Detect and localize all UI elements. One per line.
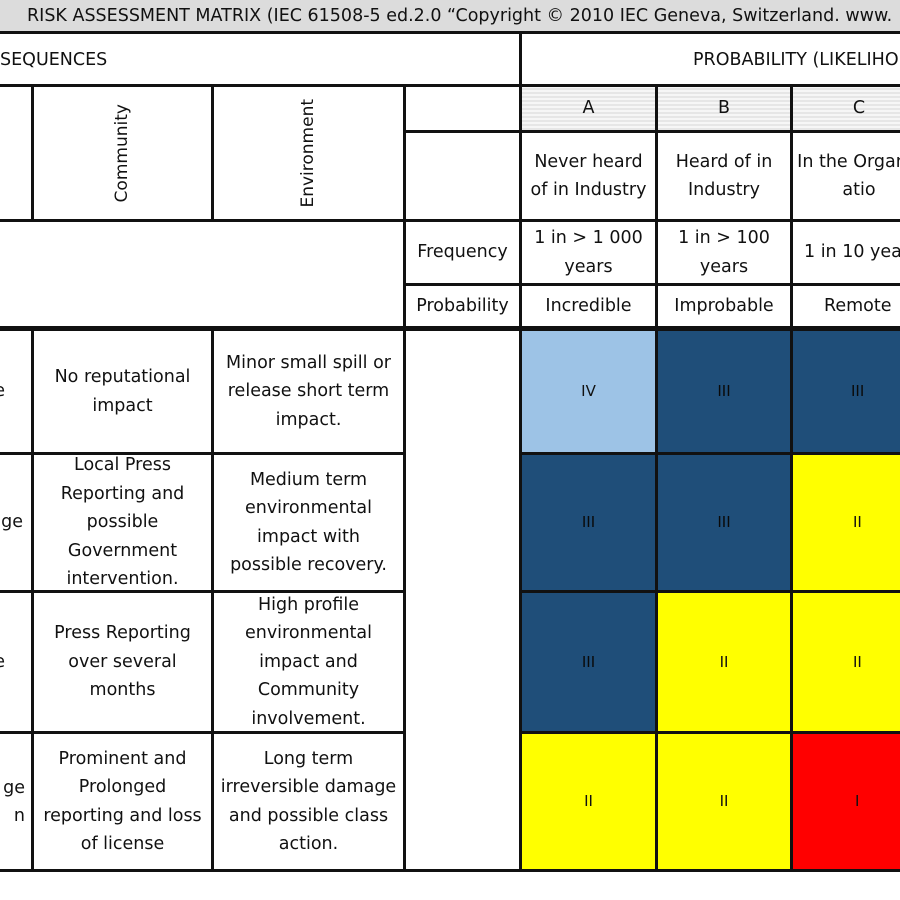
- row-1-left-fragment: e: [0, 331, 31, 452]
- grid-line: [519, 731, 900, 734]
- row-4-left-fragment: ge n: [0, 734, 31, 869]
- column-description-a: Never heard of in Industry: [530, 151, 647, 201]
- probability-a: Incredible: [545, 295, 632, 316]
- column-description-c: In the Organisatio: [797, 151, 900, 201]
- grid-line: [403, 283, 900, 286]
- column-letter-c: C: [793, 87, 900, 130]
- column-letter-a: A: [522, 87, 655, 130]
- probability-label: Probability: [416, 295, 509, 316]
- grid-line: [519, 590, 900, 593]
- blank-header-cell: [406, 87, 519, 219]
- row-2-left-fragment: ge: [1, 512, 23, 533]
- frequency-spacer: [0, 222, 403, 326]
- grid-line: [0, 731, 403, 734]
- row-4-community: Prominent and Prolonged reporting and lo…: [43, 748, 202, 855]
- probability-c: Remote: [824, 295, 892, 316]
- row-4-left-fragment-text: ge n: [3, 777, 25, 826]
- grid-line: [0, 219, 900, 222]
- probability-header: PROBABILITY (LIKELIHO: [522, 37, 900, 84]
- grid-line: [211, 326, 214, 872]
- frequency-label: Frequency: [417, 242, 508, 263]
- row-4-environment: Long term irreversible damage and possib…: [220, 748, 397, 855]
- risk-cell-1b: III: [658, 331, 790, 452]
- risk-cell-2b: III: [658, 455, 790, 590]
- grid-line: [403, 130, 900, 133]
- risk-cell-2c: II: [793, 455, 900, 590]
- row-1-environment: Minor small spill or release short term …: [226, 352, 391, 430]
- row-3-environment: High profile environmental impact and Co…: [244, 594, 373, 729]
- column-description-b: Heard of in Industry: [675, 151, 773, 201]
- risk-cell-4a: II: [522, 734, 655, 869]
- community-header-label: Community: [112, 103, 133, 203]
- row-3-community: Press Reporting over several months: [54, 623, 191, 701]
- grid-line: [211, 84, 214, 222]
- risk-cell-4b: II: [658, 734, 790, 869]
- community-header: Community: [34, 87, 211, 219]
- matrix-title: RISK ASSESSMENT MATRIX (IEC 61508-5 ed.2…: [0, 0, 900, 34]
- risk-cell-1a: IV: [522, 331, 655, 452]
- grid-line: [31, 326, 34, 872]
- risk-cell-2a: III: [522, 455, 655, 590]
- grid-line: [0, 869, 900, 872]
- row-2-community: Local Press Reporting and possible Gover…: [60, 455, 185, 590]
- risk-cell-1c: III: [793, 331, 900, 452]
- consequences-header-label: SEQUENCES: [0, 50, 108, 71]
- grid-line: [0, 590, 403, 593]
- risk-cell-3a: III: [522, 593, 655, 731]
- risk-cell-3b: II: [658, 593, 790, 731]
- grid-line: [0, 326, 900, 331]
- frequency-a: 1 in > 1 000 years: [534, 228, 643, 277]
- frequency-c: 1 in 10 year: [804, 242, 900, 263]
- grid-line: [655, 84, 658, 872]
- grid-line: [403, 84, 406, 872]
- row-3-left-fragment: e: [0, 593, 31, 731]
- grid-line: [0, 452, 403, 455]
- grid-line: [31, 84, 34, 222]
- row-2-environment: Medium term environmental impact with po…: [230, 469, 387, 576]
- environment-header: Environment: [214, 87, 403, 219]
- probability-header-label: PROBABILITY (LIKELIHO: [693, 50, 899, 71]
- risk-cell-3c: II: [793, 593, 900, 731]
- consequence-col-left-header: [0, 87, 31, 219]
- grid-line: [0, 84, 900, 87]
- column-letter-b: B: [658, 87, 790, 130]
- frequency-b: 1 in > 100 years: [678, 228, 770, 277]
- risk-cell-4c: I: [793, 734, 900, 869]
- row-1-community: No reputational impact: [54, 367, 191, 416]
- grid-line: [790, 84, 793, 872]
- probability-b: Improbable: [674, 295, 774, 316]
- grid-line: [519, 34, 522, 872]
- environment-header-label: Environment: [298, 98, 319, 208]
- consequences-header: SEQUENCES: [0, 37, 519, 84]
- grid-line: [519, 452, 900, 455]
